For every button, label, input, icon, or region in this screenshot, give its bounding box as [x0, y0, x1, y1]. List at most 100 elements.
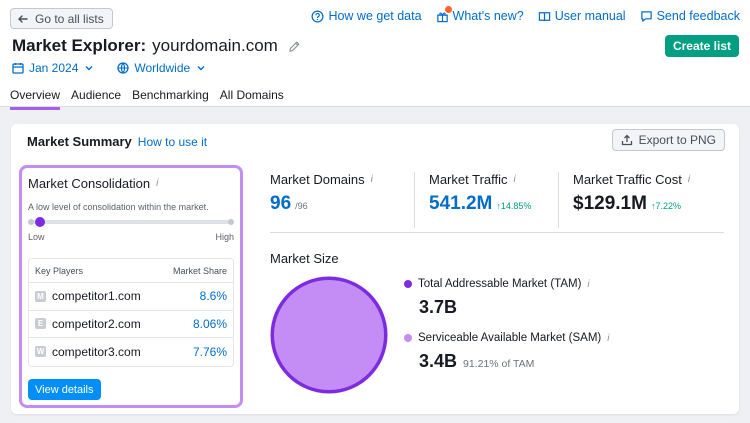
tab-all-domains[interactable]: All Domains [219, 88, 284, 102]
top-links: How we get data What's new? User manual … [311, 6, 740, 23]
metric-label: Market Traffic i [429, 172, 558, 187]
tab-benchmarking[interactable]: Benchmarking [132, 88, 209, 102]
tab-audience[interactable]: Audience [71, 88, 122, 102]
tam-label: Total Addressable Market (TAM) [418, 278, 582, 290]
metric-label: Market Domains i [270, 172, 414, 187]
help-circle-icon [311, 10, 324, 22]
metric-market-traffic-cost: Market Traffic Cost i $129.1M ↑7.22% [558, 172, 728, 228]
metric-change: ↑14.85% [496, 201, 532, 211]
market-consolidation-panel: Market Consolidation i A low level of co… [19, 165, 243, 408]
consolidation-description: A low level of consolidation within the … [28, 202, 209, 212]
pencil-icon[interactable] [288, 40, 301, 53]
tam-value-row: 3.7B [419, 297, 609, 318]
metric-value-text[interactable]: 96 [270, 193, 292, 214]
slider-low-label: Low [28, 232, 45, 242]
player-domain: E competitor2.com [35, 317, 141, 331]
view-details-button[interactable]: View details [28, 379, 101, 400]
gift-icon [436, 12, 448, 22]
book-icon [538, 11, 550, 21]
back-label: Go to all lists [35, 11, 104, 26]
metric-label-text: Market Domains [270, 172, 365, 187]
metric-sub: /96 [295, 201, 308, 211]
player-domain-text: competitor2.com [52, 316, 141, 331]
tab-bar: Overview Audience Benchmarking All Domai… [10, 88, 284, 110]
metric-value-text[interactable]: 541.2M [429, 193, 493, 214]
tab-overview[interactable]: Overview [10, 88, 61, 110]
player-domain: M competitor1.com [35, 289, 141, 303]
page-title: Market Explorer: yourdomain.com [12, 36, 301, 56]
feedback-icon [640, 10, 652, 22]
metric-value: 96 /96 [270, 193, 414, 215]
legend-sam: Serviceable Available Market (SAM) i [404, 332, 609, 344]
col-market-share: Market Share [172, 266, 227, 276]
player-domain-text: competitor3.com [52, 344, 141, 359]
filters: Jan 2024 Worldwide [12, 61, 207, 75]
market-size-title: Market Size [270, 251, 339, 266]
link-send-feedback[interactable]: Send feedback [640, 9, 740, 23]
legend-dot [404, 334, 412, 342]
export-icon [621, 134, 632, 146]
table-row[interactable]: W competitor3.com 7.76% [29, 338, 233, 366]
date-filter-label: Jan 2024 [29, 61, 79, 75]
player-domain-text: competitor1.com [52, 289, 141, 304]
slider-start-dot [28, 219, 34, 225]
calendar-icon [12, 63, 24, 74]
link-label: User manual [554, 9, 626, 23]
table-header: Key Players Market Share [29, 259, 233, 283]
region-filter[interactable]: Worldwide [117, 61, 207, 75]
market-size-legend: Total Addressable Market (TAM) i 3.7B Se… [404, 278, 609, 372]
link-label: What's new? [452, 9, 524, 23]
link-label: Send feedback [656, 9, 740, 23]
sam-circle [274, 280, 384, 390]
link-whats-new[interactable]: What's new? [436, 6, 524, 23]
date-filter[interactable]: Jan 2024 [12, 61, 95, 75]
card-title: Market Summary How to use it [27, 134, 207, 149]
key-players-table: Key Players Market Share M competitor1.c… [28, 258, 234, 367]
metric-market-domains: Market Domains i 96 /96 [270, 172, 414, 228]
link-user-manual[interactable]: User manual [538, 9, 626, 23]
link-label: How we get data [328, 9, 422, 23]
top-bar: Go to all lists How we get data What's n… [0, 0, 750, 110]
export-png-button[interactable]: Export to PNG [611, 129, 725, 151]
metric-value: $129.1M ↑7.22% [573, 193, 728, 215]
link-how-we-get-data[interactable]: How we get data [311, 9, 422, 23]
info-icon[interactable]: i [156, 178, 159, 189]
market-summary-card: Market Summary How to use it Export to P… [11, 124, 739, 414]
player-share: 7.76% [192, 344, 227, 359]
slider-end-dot [228, 219, 234, 225]
slider-high-label: High [215, 232, 234, 242]
sam-sub: 91.21% of TAM [463, 358, 535, 370]
export-label: Export to PNG [638, 133, 716, 147]
consolidation-slider [28, 217, 234, 227]
info-icon[interactable]: i [513, 174, 516, 185]
table-row[interactable]: M competitor1.com 8.6% [29, 283, 233, 311]
consolidation-title-text: Market Consolidation [28, 176, 151, 191]
metrics-row: Market Domains i 96 /96 Market Traffic i… [270, 172, 728, 228]
favicon-icon: W [35, 346, 46, 358]
legend-tam: Total Addressable Market (TAM) i [404, 278, 609, 290]
metric-value: 541.2M ↑14.85% [429, 193, 558, 215]
create-list-button[interactable]: Create list [664, 35, 739, 57]
how-to-use-link[interactable]: How to use it [137, 135, 208, 149]
chevron-down-icon [197, 66, 205, 71]
info-icon[interactable]: i [587, 278, 590, 290]
metric-label: Market Traffic Cost i [573, 172, 728, 187]
back-to-lists-button[interactable]: Go to all lists [10, 8, 113, 29]
slider-handle [35, 217, 46, 227]
notification-dot [444, 6, 452, 13]
title-domain: yourdomain.com [152, 36, 278, 55]
player-share: 8.6% [199, 289, 227, 304]
region-filter-label: Worldwide [134, 61, 191, 75]
info-icon[interactable]: i [687, 174, 691, 185]
info-icon[interactable]: i [607, 332, 610, 344]
arrow-left-icon [18, 14, 28, 23]
info-icon[interactable]: i [370, 174, 373, 185]
metric-value-text: $129.1M [573, 193, 647, 214]
legend-dot [404, 280, 412, 288]
tam-value: 3.7B [419, 297, 458, 317]
metric-market-traffic: Market Traffic i 541.2M ↑14.85% [414, 172, 558, 228]
favicon-icon: E [35, 318, 46, 330]
table-row[interactable]: E competitor2.com 8.06% [29, 311, 233, 338]
title-prefix: Market Explorer: [12, 36, 147, 55]
consolidation-title: Market Consolidation i [28, 176, 158, 191]
